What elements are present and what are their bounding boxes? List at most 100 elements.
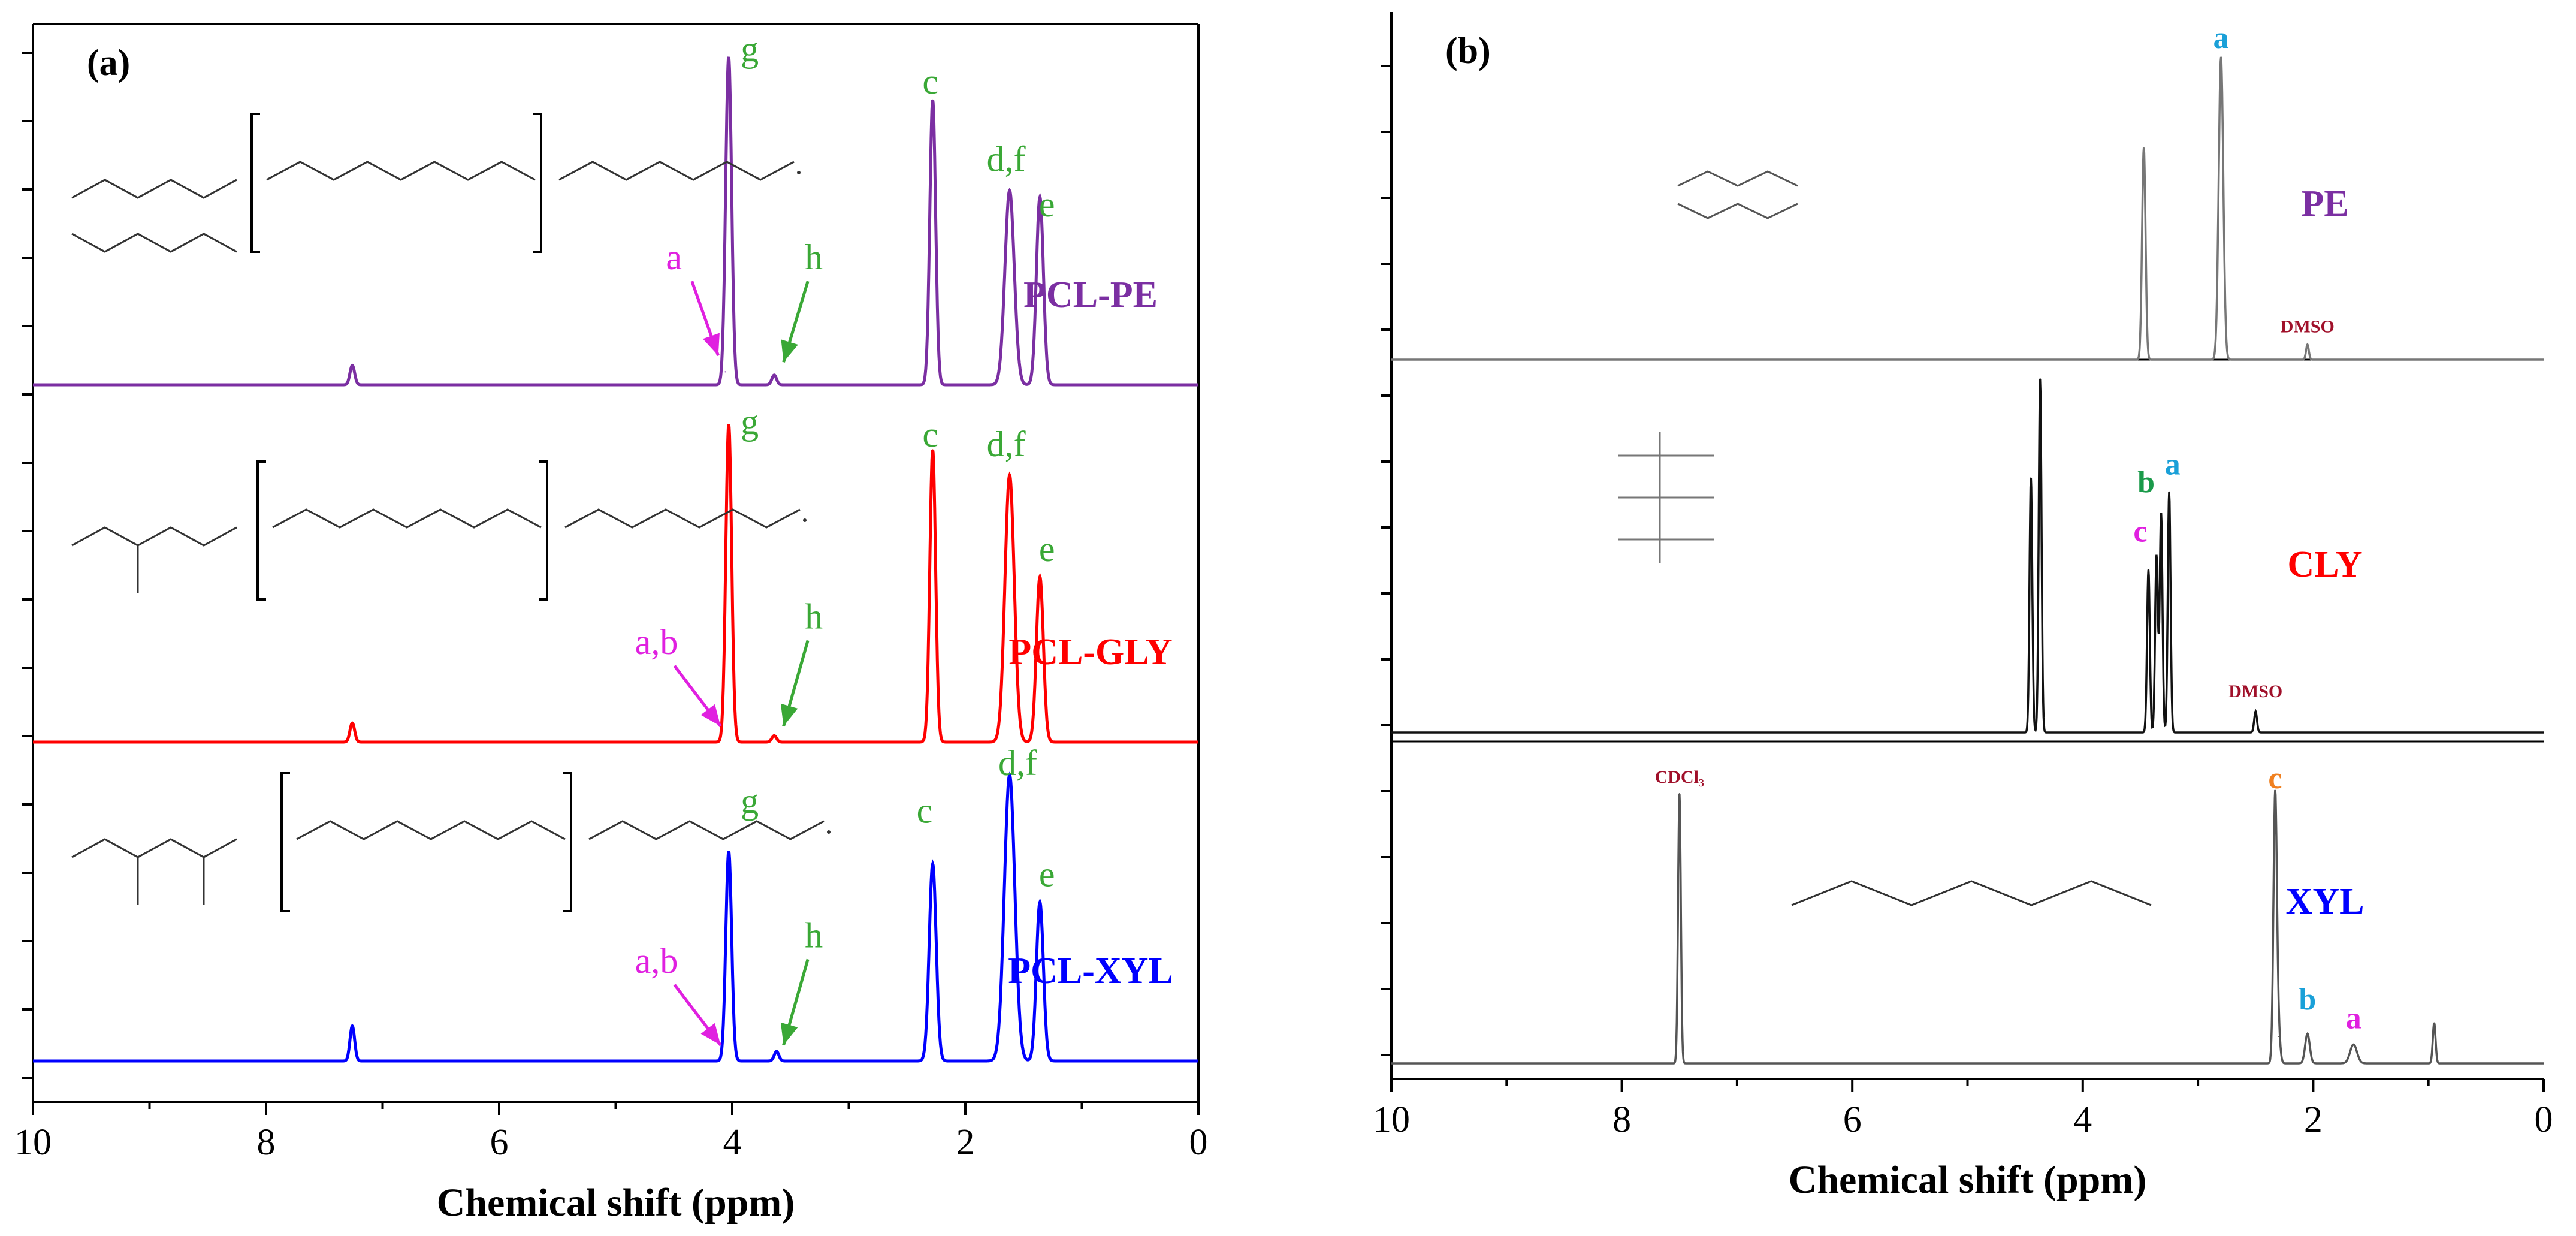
peak-annotation: b	[2299, 982, 2316, 1017]
peak-annotation: a	[2346, 1002, 2361, 1036]
structure-bond	[296, 820, 566, 840]
panel-label: (b)	[1445, 31, 1491, 71]
repeat-unit-structure	[280, 772, 831, 912]
peak-point	[932, 863, 934, 865]
arrow-label: h	[805, 915, 823, 955]
structure-atom	[803, 518, 807, 522]
structure-bond	[588, 820, 825, 840]
peak-point	[774, 374, 775, 376]
structure-bracket	[250, 113, 260, 253]
peak-label: c	[922, 62, 938, 101]
series-line-pcl-gly	[33, 424, 1198, 744]
peak-label: d,f	[987, 140, 1026, 179]
peak-point	[2160, 513, 2162, 514]
structure-bracket	[563, 772, 572, 912]
peak-annotation: c	[2133, 514, 2147, 548]
peak-point	[351, 1025, 353, 1027]
peak-annotation: DMSO	[2228, 682, 2282, 701]
arrow-label: a	[666, 237, 682, 277]
arrow-head	[780, 1022, 798, 1045]
structure-bracket	[533, 113, 542, 253]
panel-b: 10 8 6 4 2 0 Chemical shift (ppm) (b) PE a DMSO CLY…	[1373, 12, 2553, 1202]
peak-point	[2433, 1022, 2435, 1024]
peak-label: d,f	[987, 424, 1026, 464]
series-line-pcl-xyl	[33, 771, 1198, 1063]
arrow-label: h	[805, 596, 823, 636]
x-tick-label: 8	[1612, 1099, 1631, 1140]
peak-point	[2030, 477, 2032, 479]
peak-label: c	[922, 415, 938, 454]
cly-structure	[1618, 432, 1714, 563]
repeat-unit-structure	[256, 460, 807, 601]
x-tick-label: 2	[2304, 1099, 2323, 1140]
peak-annotation: c	[2268, 761, 2282, 795]
structure-bond	[1791, 880, 2152, 906]
peak-label: g	[741, 29, 759, 69]
peak-point	[728, 424, 730, 425]
arrow-head	[700, 1023, 721, 1045]
peak-point	[728, 61, 730, 62]
peak-point	[932, 449, 934, 451]
peak-point	[1008, 474, 1010, 476]
peak-label: g	[741, 402, 759, 442]
pe-structure	[1677, 170, 1798, 219]
peak-annotation: CDCl₃	[1655, 767, 1704, 787]
x-tick-label: 4	[723, 1122, 742, 1163]
arrow-label: a,b	[635, 941, 678, 981]
x-axis-label: Chemical shift (ppm)	[1789, 1158, 2147, 1202]
structure-bond	[266, 161, 536, 181]
series-line-pcl-pe	[33, 56, 1198, 387]
structure-bond	[564, 508, 801, 529]
series-line-xyl	[1391, 789, 2544, 1065]
series-name: PCL-XYL	[1008, 951, 1173, 991]
structure-bracket	[539, 460, 548, 601]
structure-bracket	[256, 460, 266, 601]
peak-label: g	[741, 782, 759, 821]
arrow-head	[700, 704, 721, 726]
structure-bracket	[280, 772, 290, 912]
peak-point	[1678, 793, 1680, 794]
peak-point	[2148, 569, 2149, 571]
peak-point	[2274, 793, 2276, 794]
arrow-head	[781, 339, 798, 363]
peak-point	[774, 735, 775, 737]
peak-label: c	[917, 791, 933, 831]
peak-point	[1039, 196, 1041, 198]
peak-point	[2352, 1044, 2354, 1045]
structure-atom	[827, 830, 831, 834]
peak-point	[2155, 555, 2157, 556]
series-name: XYL	[2286, 881, 2364, 922]
peak-point	[932, 99, 934, 101]
peak-point	[724, 371, 726, 373]
peak-label: e	[1039, 855, 1055, 894]
series-name: PCL-PE	[1023, 275, 1158, 315]
series-line-pe	[1391, 56, 2544, 361]
peak-point	[1008, 190, 1010, 191]
x-tick-label: 8	[257, 1122, 276, 1163]
structure-bond	[71, 526, 237, 547]
structure-bond	[71, 179, 237, 199]
arrow-label: h	[805, 237, 823, 277]
panel-label: (a)	[87, 43, 130, 83]
peak-annotation: a	[2213, 21, 2229, 55]
structure-bond	[1677, 170, 1798, 187]
arrow-head	[703, 333, 720, 356]
peak-annotation: a	[2165, 447, 2181, 481]
peak-point	[2278, 1036, 2279, 1037]
core-structure	[71, 179, 237, 253]
peak-annotation: b	[2137, 465, 2155, 499]
series-name: PCL-GLY	[1008, 632, 1172, 673]
xyl-structure	[1791, 880, 2152, 906]
structure-bond	[558, 161, 795, 181]
peak-point	[2039, 378, 2041, 379]
structure-bond	[1677, 203, 1798, 219]
x-tick-label: 4	[2073, 1099, 2092, 1140]
peak-annotation: DMSO	[2281, 317, 2335, 337]
core-structure	[71, 838, 237, 905]
x-axis-label: Chemical shift (ppm)	[437, 1181, 795, 1225]
x-tick-label: 0	[2535, 1099, 2553, 1140]
peak-label: d,f	[998, 743, 1037, 783]
series-line-cly	[1391, 378, 2544, 734]
peak-label: e	[1039, 529, 1055, 569]
